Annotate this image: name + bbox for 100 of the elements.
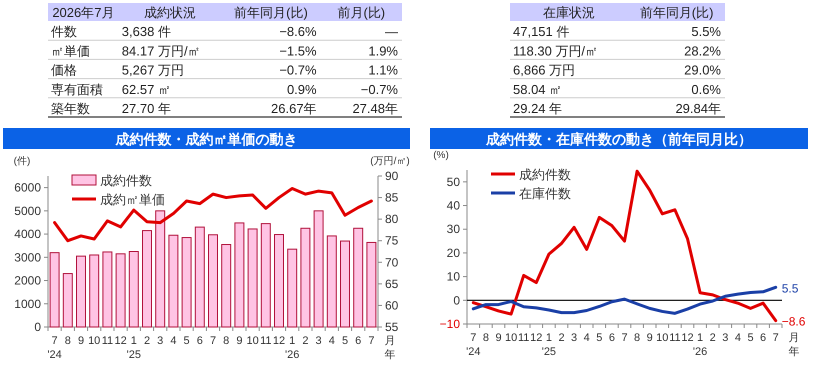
table-cell: 62.57 ㎡ [122,82,171,97]
xtick: 11 [669,332,681,344]
table-cell: 0.6% [691,82,721,97]
xtick: 7 [621,332,628,344]
ytick: 4000 [14,227,41,242]
xtick: 5 [596,332,602,344]
xtick: 7 [210,335,216,347]
xtick: 7 '24 [466,332,480,358]
y2tick: 85 [385,190,398,205]
xtick: 11 [260,335,272,347]
xtick: 6 [760,332,766,344]
y2tick: 80 [385,212,398,226]
table-cell: 27.70 年 [122,101,171,116]
table-header: 成約状況 [144,5,196,20]
legend-text: 成約件数 [100,173,152,188]
table-cell: 1.9% [368,43,398,58]
ytick: 1000 [14,296,41,311]
table-header: 2026年7月 [52,5,114,20]
xtick: 3 [722,332,728,344]
legend-text: 成約件数 [519,167,571,182]
table-header: 前月(比) [337,5,386,20]
xtick: 4 [584,332,590,344]
table-cell: 6,866 万円 [513,62,576,78]
xtick: 11 [518,332,530,344]
table-cell: 5,267 万円 [122,62,184,78]
xtick: 1 '26 [285,335,300,361]
xtick: 6 [355,335,362,347]
y2tick: 55 [385,320,398,334]
table-cell: 0.9% [286,82,317,97]
table-cell: 27.48年 [352,101,398,116]
ylabel: (%) [433,150,449,161]
xtick: 2 [302,335,308,347]
xtick: 12 [114,335,127,347]
ytick: 0 [453,293,460,308]
xtick: 4 [328,335,335,347]
y2tick: 70 [385,255,398,270]
table-cell: 専有面積 [51,82,103,97]
legend-text: 在庫件数 [519,186,571,201]
xtick: 3 [571,332,578,344]
table-cell: 26.67年 [271,101,317,116]
xtick: 2 [558,332,565,344]
xtick: 2 [144,335,150,347]
y2tick: 90 [385,169,398,183]
table-cell: 価格 [51,62,77,78]
y2tick: 65 [385,276,398,291]
xtick: 2 [710,332,716,344]
value-label: −8.6 [782,314,806,329]
xtick: 1 '26 [692,332,708,358]
xtick: 8 [482,332,489,344]
ytick: 5000 [14,204,41,218]
xtick: 7 '24 [47,335,62,361]
ytick: 50 [446,174,460,189]
xtick: 4 [734,332,741,344]
xtick: 8 [64,335,71,347]
xtick: 1 '25 [542,332,556,358]
xtick: 6 [608,332,615,344]
ytick: 30 [446,222,460,236]
table-cell: 築年数 [51,101,90,116]
ytick: 40 [446,198,460,213]
xtick: 5 [342,335,348,347]
table-header: 前年同月(比) [234,5,308,20]
table-cell: 件数 [51,24,77,40]
xtick: 10 [88,335,100,347]
ylabel: (件) [14,156,30,167]
y2label: (万円/㎡) [370,156,410,167]
ytick: 10 [446,270,460,284]
table-cell: 29.84年 [675,101,721,116]
table-cell: 29.0% [684,62,721,78]
xtick: 5 [184,335,190,347]
table-cell: 58.04 ㎡ [513,82,562,97]
table-cell: 3,638 件 [122,24,171,40]
xtick: 10 [246,335,259,347]
xtick: 7 [772,332,779,344]
xtick: 9 [78,335,84,347]
xlabel: 月年 [384,335,396,361]
xtick: 5 [747,332,754,344]
table-cell: −1.5% [279,43,317,58]
xtick: 8 [223,335,230,347]
xtick: 3 [316,335,322,347]
table-cell: 28.2% [684,43,721,58]
ytick: 20 [446,246,460,260]
table-header: 前年同月(比) [640,5,714,20]
xtick: 4 [170,335,176,347]
xtick: 6 [196,335,203,347]
ytick: 2000 [14,274,41,288]
xtick: 9 [646,332,653,344]
xtick: 7 [368,335,374,347]
table-cell: 1.1% [368,62,398,78]
xtick: 9 [495,332,502,344]
ytick: −10 [440,317,460,331]
table-cell: ㎡単価 [51,43,90,58]
table-cell: −8.6% [279,24,317,40]
table-cell: 29.24 年 [513,101,562,116]
table-cell: −0.7% [360,82,398,97]
xtick: 9 [236,335,242,347]
xtick: 12 [272,335,286,347]
xtick: 11 [102,335,114,347]
xtick: 10 [504,332,518,344]
table-cell: — [385,24,398,40]
table-header: 在庫状況 [543,5,596,20]
